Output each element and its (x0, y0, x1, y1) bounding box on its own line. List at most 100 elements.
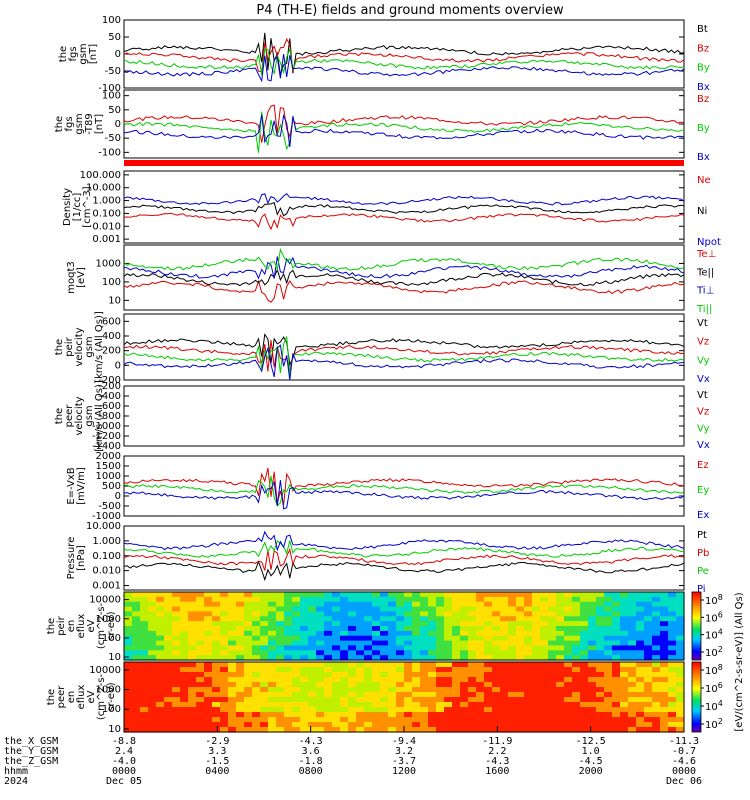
spectrogram-cell (572, 727, 581, 733)
colorbar (691, 591, 702, 661)
y-axis-label: thepeirvelocitygsm[km/s (All Qs)] (54, 311, 105, 383)
panel-frame (123, 591, 685, 661)
spectrogram-cell (196, 682, 205, 688)
spectrogram-cell (644, 611, 653, 617)
spectrogram-cell (212, 667, 221, 673)
spectrogram-cell (540, 640, 549, 647)
spectrogram-cell (500, 727, 509, 733)
spectrogram-cell (596, 635, 605, 642)
spectrogram-cell (268, 727, 277, 733)
spectrogram-cell (220, 655, 229, 661)
spectrogram-cell (508, 682, 517, 688)
spectrogram-cell (564, 672, 573, 678)
spectrogram-cell (484, 601, 493, 608)
spectrogram-cell (340, 672, 349, 678)
spectrogram-cell (500, 717, 509, 723)
spectrogram-cell (380, 601, 389, 608)
spectrogram-cell (564, 682, 573, 688)
ephemeris-value: -0.7 (672, 746, 696, 757)
spectrogram-cell (140, 727, 149, 733)
spectrogram-cell (620, 650, 629, 656)
spectrogram-cell (148, 727, 157, 733)
spectrogram-cell (340, 697, 349, 703)
spectrogram-cell (188, 692, 197, 698)
spectrogram-cell (612, 621, 621, 627)
series-line-Ti⊥ (123, 256, 685, 280)
spectrogram-cell (356, 682, 365, 688)
spectrogram-cell (140, 702, 149, 708)
spectrogram-cell (372, 630, 381, 637)
spectrogram-cell (276, 655, 285, 661)
spectrogram-cell (492, 707, 501, 713)
spectrogram-cell (620, 672, 629, 678)
spectrogram-cell (292, 635, 301, 642)
spectrogram-cell (444, 630, 453, 637)
spectrogram-cell (676, 672, 685, 678)
spectrogram-cell (164, 722, 173, 728)
spectrogram-cell (484, 626, 493, 632)
spectrogram-cell (132, 727, 141, 733)
spectrogram-cell (412, 626, 421, 632)
spectrogram-cell (564, 635, 573, 642)
spectrogram-cell (316, 717, 325, 723)
spectrogram-cell (340, 682, 349, 688)
spectrogram-cell (332, 702, 341, 708)
spectrogram-cell (308, 722, 317, 728)
spectrogram-cell (436, 596, 445, 603)
spectrogram-cell (316, 722, 325, 728)
spectrogram-cell (460, 717, 469, 723)
spectrogram-cell (252, 727, 261, 733)
series-line-Pi (123, 530, 685, 552)
spectrogram-cell (148, 677, 157, 683)
spectrogram-cell (388, 592, 397, 598)
ephemeris-value: 2.4 (115, 746, 133, 757)
spectrogram-cell (148, 635, 157, 642)
spectrogram-cell (268, 645, 277, 651)
spectrogram-cell (508, 650, 517, 656)
spectrogram-cell (180, 707, 189, 713)
spectrogram-cell (340, 702, 349, 708)
legend-entry: Ti⊥ (696, 286, 714, 297)
spectrogram-cell (212, 677, 221, 683)
spectrogram-cell (524, 606, 533, 613)
spectrogram-cell (668, 621, 677, 627)
spectrogram-cell (404, 616, 413, 622)
spectrogram-cell (580, 655, 589, 661)
spectrogram-cell (580, 640, 589, 647)
spectrogram-cell (612, 662, 621, 668)
legend-entry: Vt (697, 318, 708, 329)
spectrogram-cell (260, 667, 269, 673)
spectrogram-cell (436, 655, 445, 661)
spectrogram-cell (492, 687, 501, 693)
spectrogram-cell (276, 611, 285, 617)
spectrogram-cell (524, 650, 533, 656)
spectrogram-cell (196, 596, 205, 603)
spectrogram-cell (660, 682, 669, 688)
spectrogram-cell (276, 722, 285, 728)
spectrogram-cell (292, 717, 301, 723)
spectrogram-cell (316, 692, 325, 698)
spectrogram-cell (188, 592, 197, 598)
spectrogram-cell (468, 635, 477, 642)
spectrogram-cell (476, 630, 485, 637)
spectrogram-cell (308, 727, 317, 733)
spectrogram-cell (524, 640, 533, 647)
y-tick-label: 100 (102, 277, 121, 288)
spectrogram-cell (316, 662, 325, 668)
spectrogram-cell (644, 707, 653, 713)
spectrogram-cell (412, 692, 421, 698)
spectrogram-cell (524, 717, 533, 723)
y-tick-label: -200 (98, 381, 121, 392)
spectrogram-cell (636, 722, 645, 728)
spectrogram-cell (572, 717, 581, 723)
spectrogram-cell (588, 621, 597, 627)
series-line-Bx (123, 54, 685, 83)
y-tick-label: 50 (108, 32, 121, 43)
spectrogram-cell (436, 672, 445, 678)
spectrogram-cell (132, 687, 141, 693)
spectrogram-cell (132, 655, 141, 661)
spectrogram-cell (364, 621, 373, 627)
spectrogram-cell (564, 662, 573, 668)
legend-entry: Pi (697, 584, 706, 595)
y-tick-label: 0 (115, 119, 121, 130)
